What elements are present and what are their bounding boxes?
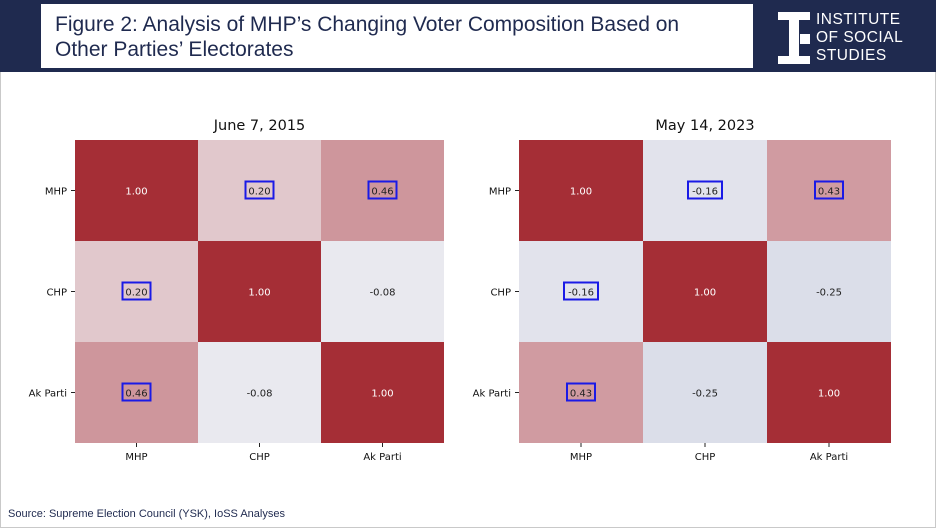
heatmap-cell xyxy=(767,140,891,241)
x-tick-label: Ak Parti xyxy=(363,452,401,463)
logo-line-3: STUDIES xyxy=(816,47,887,64)
highlight-box xyxy=(687,180,723,200)
cell-value-label: 0.20 xyxy=(248,187,270,198)
cell-value-label: -0.08 xyxy=(370,288,396,299)
heatmap-cell xyxy=(767,241,891,342)
title-line-1: Figure 2: Analysis of MHP’s Changing Vot… xyxy=(55,13,680,36)
y-tick-label: CHP xyxy=(46,288,67,299)
highlight-box xyxy=(121,382,152,402)
cell-value-label: -0.25 xyxy=(692,389,718,400)
logo-line-1: INSTITUTE xyxy=(816,11,901,28)
cell-value-label: -0.25 xyxy=(816,288,842,299)
logo-mark-icon xyxy=(778,12,810,64)
x-tick-label: CHP xyxy=(695,452,716,463)
heatmap-cell xyxy=(198,140,321,241)
logo-text: INSTITUTE OF SOCIAL STUDIES xyxy=(816,11,903,65)
y-tick-label: MHP xyxy=(45,187,67,198)
title-box: Figure 2: Analysis of MHP’s Changing Vot… xyxy=(38,4,753,68)
x-tick-label: CHP xyxy=(249,452,270,463)
cell-value-label: 0.46 xyxy=(371,187,393,198)
y-tick-label: CHP xyxy=(490,288,511,299)
heatmap-cell xyxy=(321,241,444,342)
highlight-box xyxy=(367,180,398,200)
y-tick-label: Ak Parti xyxy=(473,389,511,400)
x-tick-label: MHP xyxy=(570,452,592,463)
highlight-box xyxy=(814,180,844,200)
cell-value-label: -0.08 xyxy=(247,389,273,400)
highlight-box xyxy=(121,281,152,301)
heatmap-cell xyxy=(519,342,643,443)
heatmap-cell xyxy=(321,140,444,241)
header-bar: Figure 2: Analysis of MHP’s Changing Vot… xyxy=(0,0,936,72)
heatmap-cell xyxy=(198,342,321,443)
institute-logo: INSTITUTE OF SOCIAL STUDIES xyxy=(756,6,932,68)
highlight-box xyxy=(244,180,275,200)
heatmap-cell xyxy=(643,342,767,443)
x-tick-label: MHP xyxy=(125,452,147,463)
cell-value-label: 1.00 xyxy=(371,389,393,400)
logo-line-2: OF SOCIAL xyxy=(816,29,904,46)
heatmap-cell xyxy=(321,342,444,443)
cell-value-label: 1.00 xyxy=(248,288,270,299)
figure-title: Figure 2: Analysis of MHP’s Changing Vot… xyxy=(55,12,745,62)
cell-value-label: 0.46 xyxy=(125,389,147,400)
highlight-box xyxy=(563,281,599,301)
title-line-2: Other Parties’ Electorates xyxy=(55,38,294,61)
x-tick-label: Ak Parti xyxy=(810,452,848,463)
cell-value-label: 0.43 xyxy=(818,187,840,198)
y-tick-label: Ak Parti xyxy=(29,389,67,400)
source-note: Source: Supreme Election Council (YSK), … xyxy=(8,508,285,520)
cell-value-label: -0.16 xyxy=(568,288,594,299)
chart-title: May 14, 2023 xyxy=(655,118,754,134)
chart-title: June 7, 2015 xyxy=(213,118,306,134)
highlight-box xyxy=(566,382,596,402)
heatmap-cell xyxy=(198,241,321,342)
cell-value-label: 1.00 xyxy=(570,187,592,198)
heatmap-cell xyxy=(767,342,891,443)
cell-value-label: 0.20 xyxy=(125,288,147,299)
cell-value-label: 1.00 xyxy=(125,187,147,198)
cell-value-label: 1.00 xyxy=(694,288,716,299)
heatmap-cell xyxy=(75,140,198,241)
cell-value-label: 1.00 xyxy=(818,389,840,400)
heatmap-cell xyxy=(519,140,643,241)
y-tick-label: MHP xyxy=(489,187,511,198)
cell-value-label: -0.16 xyxy=(692,187,718,198)
heatmap-cell xyxy=(643,241,767,342)
heatmap-cell xyxy=(643,140,767,241)
heatmap-cell xyxy=(75,342,198,443)
heatmap-cell xyxy=(519,241,643,342)
cell-value-label: 0.43 xyxy=(570,389,592,400)
heatmap-cell xyxy=(75,241,198,342)
